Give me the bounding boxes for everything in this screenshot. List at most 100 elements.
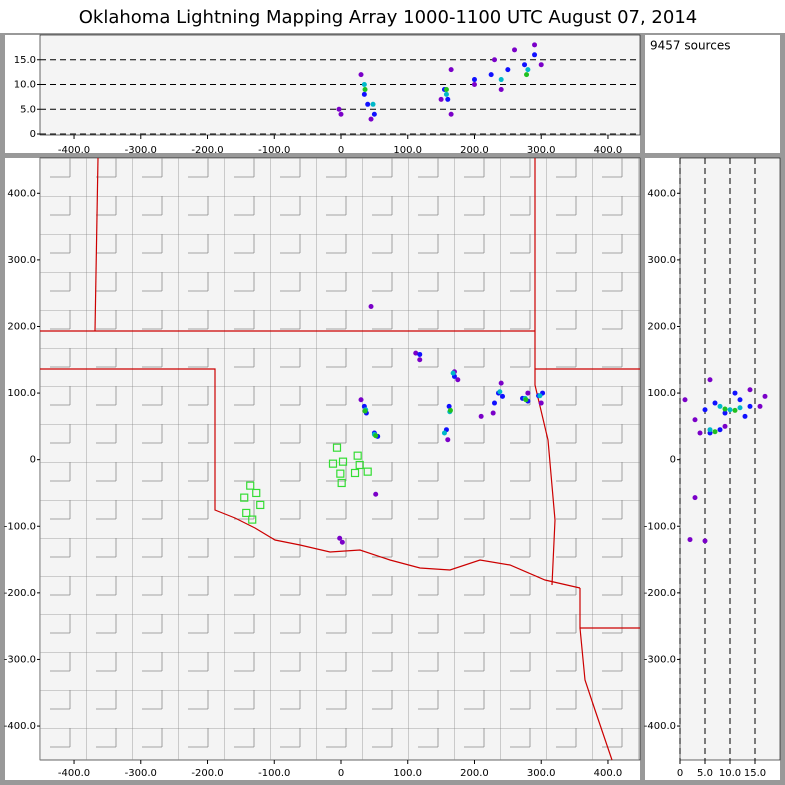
lightning-source xyxy=(732,407,738,413)
y-tick-label: 0 xyxy=(670,455,676,466)
station xyxy=(353,451,362,460)
lightning-source xyxy=(361,91,367,97)
lightning-source xyxy=(371,111,377,117)
info-box xyxy=(645,35,780,153)
x-tick-label: -100.0 xyxy=(258,145,290,156)
x-tick-label: -200.0 xyxy=(191,145,223,156)
station xyxy=(242,508,251,518)
x-tick-label: 300.0 xyxy=(527,768,556,779)
lightning-source xyxy=(505,67,511,73)
y-tick-label: 200.0 xyxy=(7,321,36,332)
lightning-source xyxy=(446,403,452,409)
state-border xyxy=(40,368,581,589)
x-tick-label: -400.0 xyxy=(58,145,90,156)
lightning-source xyxy=(368,116,374,122)
lightning-source xyxy=(373,491,379,497)
lightning-source xyxy=(497,389,503,395)
lightning-source xyxy=(537,393,543,399)
lightning-source xyxy=(732,390,738,396)
lightning-source xyxy=(524,72,530,78)
state-border xyxy=(534,158,556,586)
lightning-source xyxy=(702,407,708,413)
chart-title: Oklahoma Lightning Mapping Array 1000-11… xyxy=(79,7,698,28)
state-borders xyxy=(40,157,640,761)
x-tick-label: 0 xyxy=(677,768,683,779)
state-border xyxy=(579,588,640,761)
y-tick-label: -300.0 xyxy=(644,654,676,665)
lightning-source xyxy=(687,537,693,543)
station xyxy=(246,481,255,490)
lightning-source xyxy=(441,430,447,436)
lightning-source xyxy=(722,410,728,416)
y-tick-label: -200.0 xyxy=(644,588,676,599)
lightning-source xyxy=(448,67,454,73)
lightning-source xyxy=(712,429,718,435)
station xyxy=(240,493,249,502)
station xyxy=(350,468,360,478)
lightning-source xyxy=(538,400,544,406)
lightning-source xyxy=(488,72,494,78)
y-tick-label: 100.0 xyxy=(7,388,36,399)
lightning-source xyxy=(523,397,529,403)
lightning-source xyxy=(707,377,713,383)
lightning-source xyxy=(742,413,748,419)
lightning-source xyxy=(450,370,456,376)
lightning-source xyxy=(336,106,342,112)
lightning-source xyxy=(478,413,484,419)
station xyxy=(336,469,345,478)
lightning-source xyxy=(358,72,364,78)
lightning-source xyxy=(443,86,449,92)
x-tick-label: 15.0 xyxy=(744,768,766,779)
lightning-source xyxy=(370,101,376,107)
lightning-source xyxy=(717,403,723,409)
station xyxy=(332,443,342,452)
lightning-source xyxy=(417,357,423,363)
y-tick-label: 15.0 xyxy=(14,55,36,66)
lightning-source xyxy=(498,77,504,83)
lightning-source xyxy=(373,433,379,439)
x-tick-label: 100.0 xyxy=(393,768,422,779)
station xyxy=(338,457,348,466)
x-tick-label: -200.0 xyxy=(191,768,223,779)
lightning-source xyxy=(737,405,743,411)
lightning-source xyxy=(512,47,518,53)
y-tick-label: -400.0 xyxy=(4,721,36,732)
lightning-source xyxy=(448,111,454,117)
source-count: 9457 sources xyxy=(650,39,730,53)
y-tick-label: 300.0 xyxy=(647,255,676,266)
y-tick-label: -200.0 xyxy=(4,588,36,599)
x-tick-label: 400.0 xyxy=(594,145,623,156)
y-tick-label: 0 xyxy=(30,129,36,140)
lightning-source xyxy=(445,437,451,443)
lightning-source xyxy=(747,403,753,409)
y-tick-label: -300.0 xyxy=(4,654,36,665)
y-tick-label: 200.0 xyxy=(647,321,676,332)
lightning-source xyxy=(417,351,423,357)
x-tick-label: 300.0 xyxy=(527,145,556,156)
lightning-source xyxy=(500,393,506,399)
x-tick-label: -100.0 xyxy=(258,768,290,779)
title-band xyxy=(0,0,785,33)
lightning-source xyxy=(362,86,368,92)
station xyxy=(328,459,338,468)
x-tick-label: 5.0 xyxy=(697,768,713,779)
lightning-source xyxy=(368,304,374,310)
lightning-source xyxy=(538,62,544,68)
y-tick-label: 400.0 xyxy=(7,188,36,199)
lightning-source xyxy=(490,410,496,416)
lightning-source xyxy=(722,406,728,412)
lightning-source xyxy=(717,427,723,433)
station xyxy=(252,488,261,498)
lightning-source xyxy=(492,400,498,406)
lightning-source xyxy=(339,539,345,545)
lightning-source xyxy=(362,408,368,414)
y-tick-label: 300.0 xyxy=(7,255,36,266)
station xyxy=(337,478,346,488)
lightning-source xyxy=(337,535,343,541)
x-tick-label: -300.0 xyxy=(125,145,157,156)
y-tick-label: -100.0 xyxy=(644,521,676,532)
station xyxy=(355,460,364,470)
lightning-source xyxy=(697,430,703,436)
